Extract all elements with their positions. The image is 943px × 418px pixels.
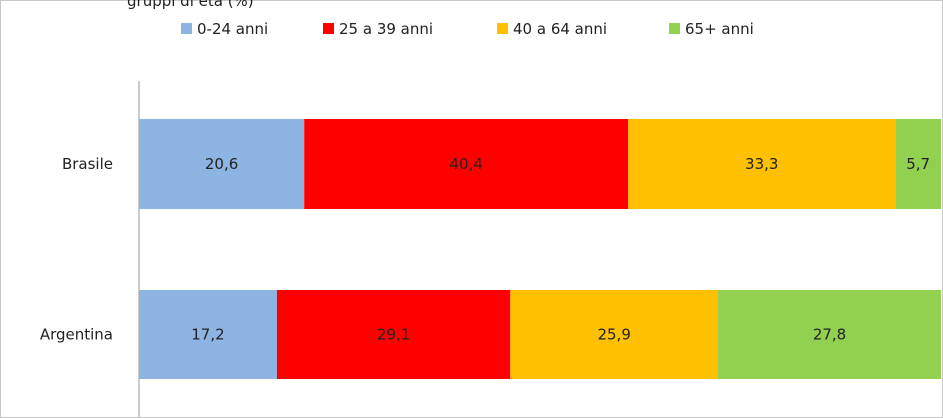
- bar-argentina-0-24-anni: [139, 290, 277, 379]
- data-label-brasile-0-24-anni: 20,6: [205, 155, 238, 173]
- bar-argentina-25-a-39-anni: [276, 290, 511, 379]
- legend-swatch-65-anni: [669, 23, 680, 34]
- category-label-brasile: Brasile: [62, 155, 113, 173]
- legend-label-0-24-anni: 0-24 anni: [197, 20, 268, 38]
- legend-swatch-25-a-39-anni: [323, 23, 334, 34]
- chart-title-fragment: gruppi di età (%): [127, 0, 254, 10]
- bar-brasile-40-a-64-anni: [628, 119, 896, 209]
- category-label-argentina: Argentina: [40, 326, 113, 344]
- bars: 20,6 40,4 33,3 5,7 17,2 29,1 25,9 27,8: [139, 119, 941, 379]
- data-label-argentina-25-a-39-anni: 29,1: [377, 326, 410, 344]
- legend: 0-24 anni 25 a 39 anni 40 a 64 anni 65+ ann…: [181, 20, 754, 38]
- bar-argentina-40-a-64-anni: [510, 290, 719, 379]
- legend-label-25-a-39-anni: 25 a 39 anni: [339, 20, 433, 38]
- data-label-argentina-0-24-anni: 17,2: [191, 326, 224, 344]
- legend-label-65-anni: 65+ anni: [685, 20, 754, 38]
- legend-swatch-40-a-64-anni: [497, 23, 508, 34]
- bar-brasile-25-a-39-anni: [304, 119, 629, 209]
- bar-argentina-65-anni: [718, 290, 941, 379]
- legend-label-40-a-64-anni: 40 a 64 anni: [513, 20, 607, 38]
- data-label-brasile-25-a-39-anni: 40,4: [450, 155, 483, 173]
- data-label-argentina-40-a-64-anni: 25,9: [597, 326, 630, 344]
- bar-brasile-0-24-anni: [139, 119, 305, 209]
- category-labels: Brasile Argentina: [40, 155, 113, 344]
- data-label-argentina-65-anni: 27,8: [813, 326, 846, 344]
- data-label-brasile-40-a-64-anni: 33,3: [745, 155, 778, 173]
- legend-swatch-0-24-anni: [181, 23, 192, 34]
- bar-brasile-65-anni: [895, 119, 941, 209]
- data-label-brasile-65-anni: 5,7: [906, 155, 930, 173]
